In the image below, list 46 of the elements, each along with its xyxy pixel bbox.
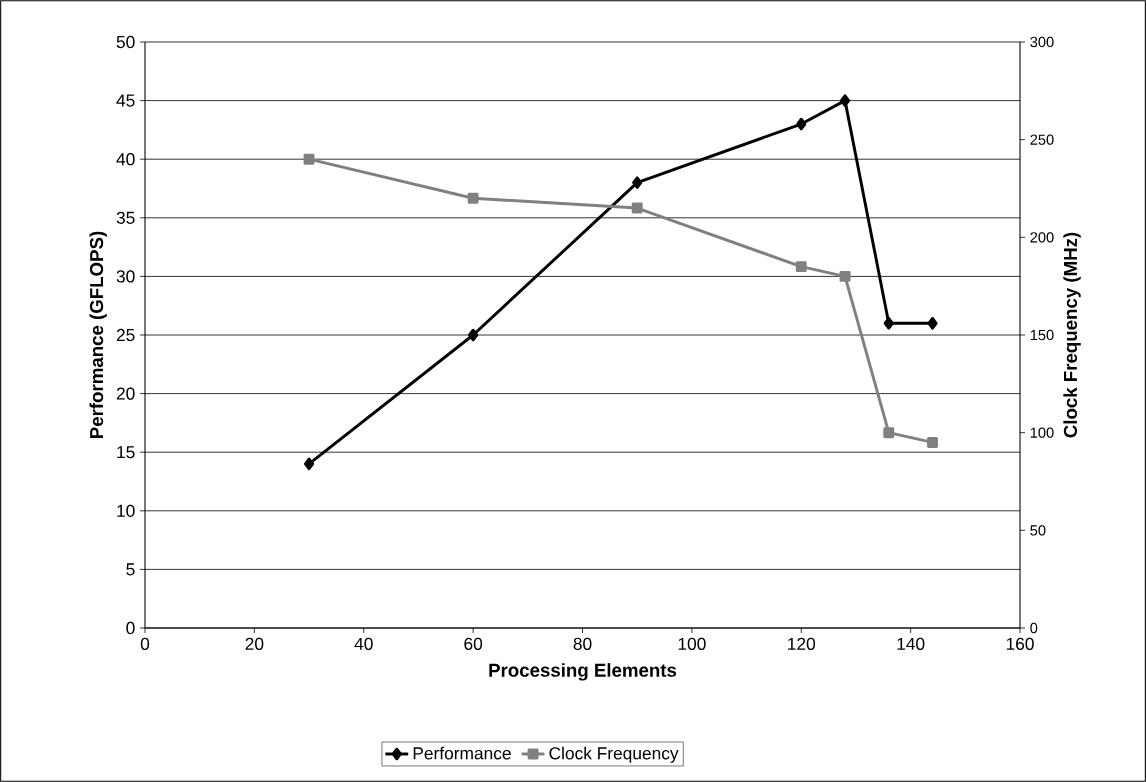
y2-axis-title: Clock Frequency (MHz) bbox=[1063, 232, 1081, 438]
y2-tick-label: 100 bbox=[1030, 427, 1054, 438]
y-tick-label: 15 bbox=[117, 446, 135, 459]
point bbox=[632, 176, 643, 189]
y2-tick-label: 0 bbox=[1030, 622, 1038, 634]
point bbox=[839, 94, 851, 107]
x-tick-label: 140 bbox=[897, 637, 925, 650]
y-tick-label: 45 bbox=[116, 94, 135, 107]
x-tick-label: 160 bbox=[1006, 637, 1034, 650]
point bbox=[883, 427, 895, 439]
point bbox=[839, 270, 851, 282]
y-axis-title: Performance (GFLOPS) bbox=[89, 231, 107, 438]
x-tick-label: 20 bbox=[245, 637, 264, 650]
legend-label: Performance bbox=[413, 746, 511, 760]
y2-tick-label: 50 bbox=[1030, 525, 1046, 536]
y-tick-label: 35 bbox=[116, 211, 135, 224]
x-axis-title: Processing Elements bbox=[489, 663, 677, 681]
x-tick-label: 0 bbox=[140, 637, 150, 650]
point bbox=[795, 261, 807, 273]
y-tick-label: 5 bbox=[126, 563, 135, 576]
y-tick-label: 50 bbox=[116, 35, 135, 49]
point bbox=[883, 317, 894, 330]
x-tick-label: 100 bbox=[678, 637, 706, 650]
x-tick-label: 60 bbox=[464, 637, 483, 650]
point bbox=[467, 192, 479, 204]
y-tick-label: 40 bbox=[116, 153, 135, 166]
y-tick-label: 0 bbox=[126, 621, 135, 635]
y2-tick-label: 200 bbox=[1030, 232, 1054, 243]
point bbox=[468, 328, 479, 342]
point bbox=[927, 317, 938, 330]
point bbox=[303, 457, 315, 471]
y2-tick-label: 250 bbox=[1030, 134, 1054, 145]
y2-tick-label: 150 bbox=[1030, 329, 1054, 341]
y-tick-label: 30 bbox=[116, 270, 135, 283]
point bbox=[796, 117, 807, 131]
x-tick-label: 120 bbox=[788, 637, 816, 650]
y-tick-label: 25 bbox=[116, 328, 135, 342]
x-tick-label: 80 bbox=[573, 637, 592, 650]
y-tick-label: 20 bbox=[116, 387, 135, 400]
point bbox=[927, 436, 938, 448]
point bbox=[303, 153, 315, 165]
y2-tick-label: 300 bbox=[1030, 36, 1054, 48]
y-tick-label: 10 bbox=[117, 504, 135, 517]
legend-label: Clock Frequency bbox=[549, 746, 679, 763]
point bbox=[631, 202, 643, 214]
x-tick-label: 40 bbox=[354, 637, 373, 650]
